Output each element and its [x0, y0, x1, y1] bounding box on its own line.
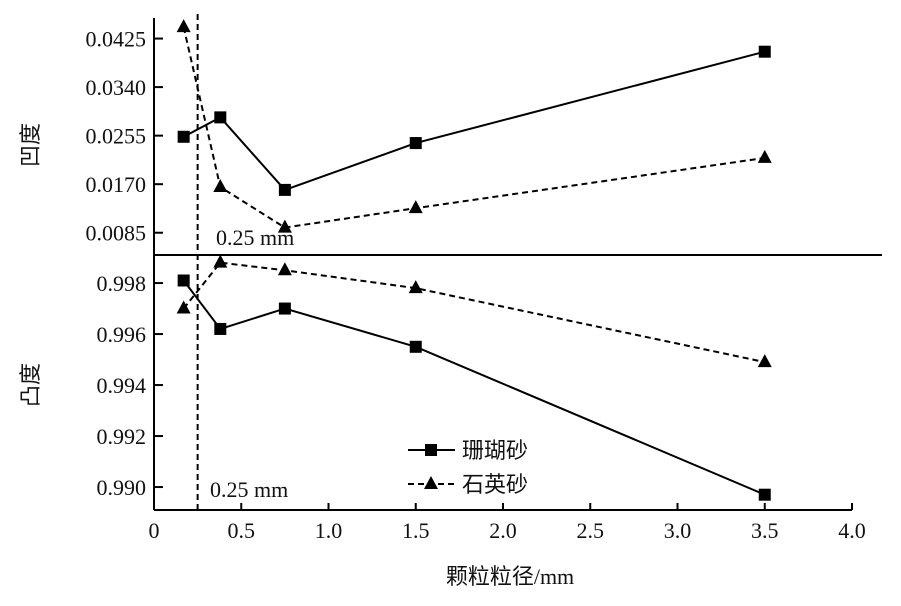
x-tick-label: 2.0	[489, 518, 517, 543]
data-point-square	[278, 302, 291, 315]
data-point-triangle	[408, 280, 423, 294]
ref-label-bottom: 0.25 mm	[210, 477, 288, 502]
x-tick-label: 0.5	[228, 518, 256, 543]
x-tick-label: 2.5	[577, 518, 605, 543]
data-point-triangle	[176, 300, 191, 314]
data-point-square	[758, 488, 771, 501]
legend-triangle-marker	[424, 476, 438, 489]
data-point-square	[214, 322, 227, 335]
y-tick-label: 0.996	[97, 322, 147, 347]
legend-label-quartz: 石英砂	[462, 472, 528, 497]
x-tick-label: 3.5	[751, 518, 779, 543]
x-axis-label: 颗粒粒径/mm	[446, 564, 574, 589]
data-point-triangle	[176, 19, 191, 33]
y-tick-label: 0.0170	[86, 172, 147, 197]
data-point-square	[177, 130, 190, 143]
y-tick-label: 0.990	[97, 475, 147, 500]
y-tick-label: 0.994	[97, 373, 147, 398]
x-tick-label: 1.0	[315, 518, 343, 543]
y-label-bottom: 凸度	[18, 363, 43, 407]
y-tick-label: 0.0085	[86, 221, 147, 246]
y-label-top: 凹度	[18, 123, 43, 167]
x-tick-label: 3.0	[664, 518, 692, 543]
data-point-square	[278, 183, 291, 196]
marks	[176, 19, 772, 501]
data-point-square	[409, 137, 422, 150]
data-point-square	[214, 111, 227, 124]
data-point-triangle	[213, 179, 228, 193]
data-point-triangle	[213, 254, 228, 268]
series-line-square	[183, 50, 766, 192]
data-point-triangle	[277, 219, 292, 233]
legend-label-coral: 珊瑚砂	[462, 438, 528, 463]
x-tick-label: 1.5	[402, 518, 430, 543]
y-tick-label: 0.0425	[86, 27, 147, 52]
axes: 0 0.5 1.0 1.5 2.0 2.5 3.0 3.5 4.0 0.0425 0.0340 0.0…	[86, 14, 882, 543]
y-tick-label: 0.998	[97, 271, 147, 296]
data-point-triangle	[757, 354, 772, 368]
ref-label-top: 0.25 mm	[216, 225, 294, 250]
data-point-triangle	[277, 262, 292, 276]
y-tick-label: 0.0255	[86, 124, 147, 149]
data-point-square	[758, 45, 771, 58]
data-point-square	[409, 340, 422, 353]
data-point-square	[177, 274, 190, 287]
x-tick-label: 0	[149, 518, 160, 543]
data-point-triangle	[408, 200, 423, 214]
data-point-triangle	[757, 149, 772, 163]
x-tick-label: 4.0	[838, 518, 866, 543]
legend: 珊瑚砂 石英砂	[408, 438, 528, 497]
y-tick-label: 0.992	[97, 424, 147, 449]
y-tick-label: 0.0340	[86, 75, 147, 100]
legend-square-marker	[425, 444, 437, 456]
